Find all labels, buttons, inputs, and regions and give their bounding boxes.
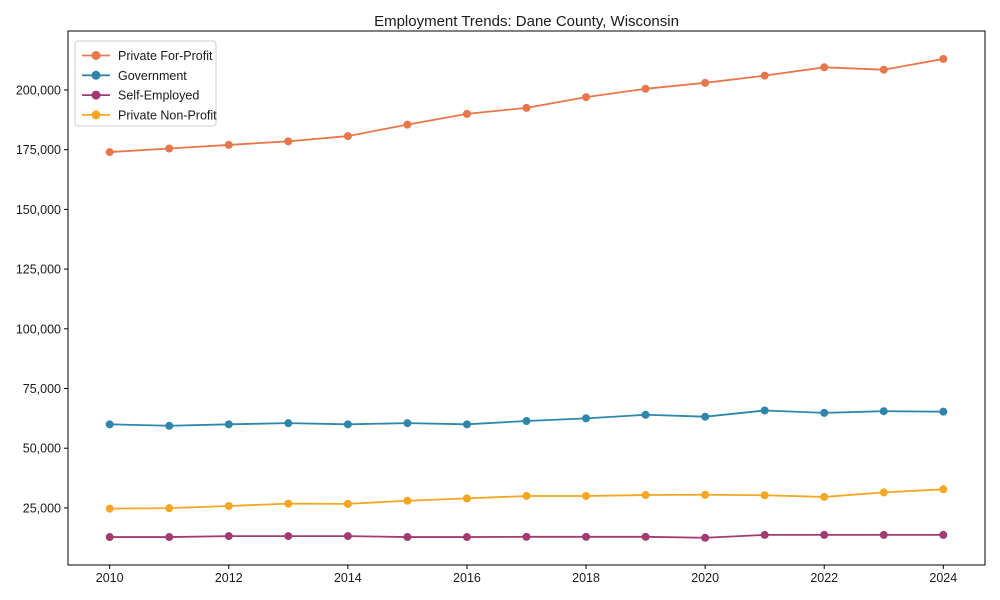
data-point-self-employed-2013 [284,532,293,541]
x-tick-label: 2016 [453,571,481,585]
data-point-private-for-profit-2023 [879,65,888,74]
data-point-private-non-profit-2012 [224,502,233,511]
data-point-self-employed-2020 [701,533,710,542]
legend-marker-self-employed [91,90,101,100]
data-point-private-for-profit-2019 [641,84,650,93]
y-tick-label: 200,000 [16,83,61,97]
data-point-private-for-profit-2015 [403,120,412,129]
data-point-private-for-profit-2011 [165,144,174,153]
data-point-self-employed-2022 [820,530,829,539]
y-tick-label: 175,000 [16,143,61,157]
data-point-government-2021 [760,406,769,415]
x-tick-label: 2010 [96,571,124,585]
data-point-private-non-profit-2023 [879,488,888,497]
data-point-government-2012 [224,420,233,429]
legend-marker-private-non-profit [91,110,101,120]
data-point-self-employed-2012 [224,532,233,541]
x-tick-label: 2012 [215,571,243,585]
legend-item-private-non-profit: Private Non-Profit [82,108,217,122]
legend-item-government: Government [82,69,187,83]
data-point-private-non-profit-2013 [284,499,293,508]
data-point-private-for-profit-2021 [760,71,769,80]
legend-item-private-for-profit: Private For-Profit [82,49,213,63]
x-tick-label: 2022 [810,571,838,585]
data-point-government-2010 [105,420,114,429]
data-point-government-2019 [641,410,650,419]
x-tick-label: 2020 [691,571,719,585]
series-private-non-profit [105,485,948,513]
plot-frame [67,30,986,566]
x-tick-label: 2018 [572,571,600,585]
legend-label-private-non-profit: Private Non-Profit [118,108,217,122]
data-point-government-2018 [582,414,591,423]
data-point-self-employed-2018 [582,532,591,541]
y-tick-label: 125,000 [16,263,61,277]
data-point-self-employed-2024 [939,530,948,539]
data-point-private-for-profit-2017 [522,103,531,112]
data-point-private-non-profit-2014 [343,499,352,508]
legend-marker-government [91,70,101,80]
data-point-government-2014 [343,420,352,429]
x-tick-label: 2024 [929,571,957,585]
data-point-private-for-profit-2013 [284,137,293,146]
data-point-self-employed-2016 [462,533,471,542]
data-point-government-2011 [165,421,174,430]
data-point-private-for-profit-2014 [343,132,352,141]
y-tick-label: 25,000 [23,501,61,515]
data-point-self-employed-2017 [522,532,531,541]
data-point-self-employed-2021 [760,530,769,539]
data-point-government-2023 [879,407,888,416]
data-point-self-employed-2014 [343,532,352,541]
data-point-self-employed-2011 [165,533,174,542]
data-point-government-2015 [403,419,412,428]
y-tick-label: 50,000 [23,442,61,456]
data-point-private-for-profit-2020 [701,78,710,87]
legend: Private For-Profit Government Self-Employe… [74,40,217,127]
y-tick-label: 150,000 [16,203,61,217]
x-tick-label: 2014 [334,571,362,585]
data-point-self-employed-2023 [879,530,888,539]
data-point-private-non-profit-2022 [820,492,829,501]
y-tick-label: 100,000 [16,322,61,336]
y-tick-label: 75,000 [23,382,61,396]
data-point-private-for-profit-2016 [462,109,471,118]
data-point-self-employed-2019 [641,532,650,541]
data-point-private-for-profit-2012 [224,140,233,149]
data-point-private-for-profit-2010 [105,148,114,157]
data-point-government-2022 [820,408,829,417]
data-point-private-for-profit-2024 [939,54,948,63]
data-point-private-non-profit-2024 [939,485,948,494]
series-self-employed [105,530,948,542]
data-point-private-non-profit-2015 [403,496,412,505]
data-point-private-non-profit-2017 [522,491,531,500]
data-point-government-2013 [284,419,293,428]
legend-marker-private-for-profit [91,51,101,60]
series-private-for-profit [105,54,948,157]
data-point-private-non-profit-2010 [105,504,114,513]
chart-title: Employment Trends: Dane County, Wisconsi… [374,13,679,30]
legend-label-self-employed: Self-Employed [118,89,199,103]
data-point-government-2016 [462,420,471,429]
data-point-private-non-profit-2020 [701,490,710,499]
data-point-private-non-profit-2019 [641,491,650,500]
legend-label-government: Government [118,69,187,83]
data-point-private-non-profit-2016 [462,494,471,503]
data-point-private-for-profit-2022 [820,63,829,72]
plot-area: 2010 2012 2014 2016 2018 2020 2022 2024 25,000 50… [16,30,986,585]
data-point-government-2017 [522,416,531,425]
legend-label-private-for-profit: Private For-Profit [118,49,213,63]
legend-item-self-employed: Self-Employed [82,89,199,103]
series-government [105,406,948,430]
data-point-private-non-profit-2011 [165,504,174,513]
data-point-private-non-profit-2018 [582,491,591,500]
data-point-private-for-profit-2018 [582,93,591,102]
legend-box [74,40,217,127]
data-point-self-employed-2010 [105,533,114,542]
data-point-self-employed-2015 [403,533,412,542]
data-point-government-2020 [701,412,710,421]
data-point-government-2024 [939,407,948,416]
data-point-private-non-profit-2021 [760,491,769,500]
